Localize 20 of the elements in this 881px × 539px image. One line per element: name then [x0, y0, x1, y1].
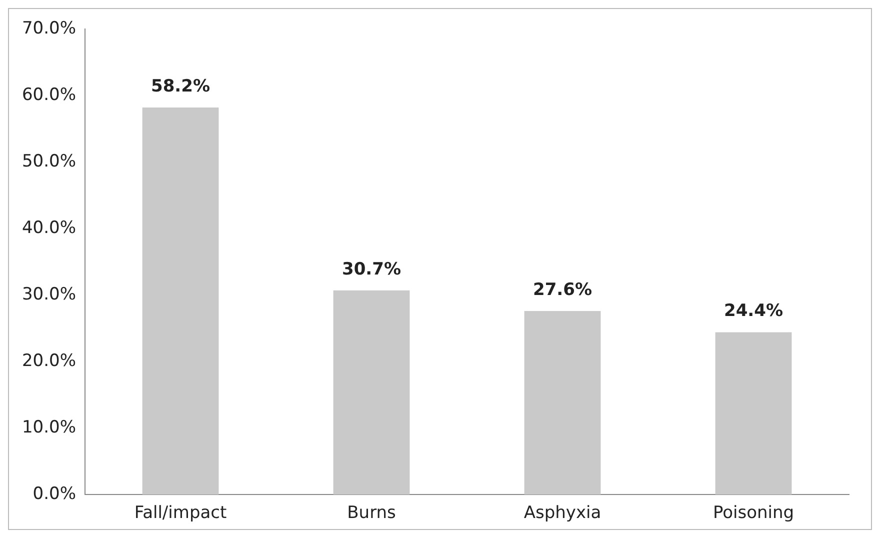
bar	[333, 290, 410, 495]
x-tick-label: Poisoning	[712, 503, 794, 524]
y-tick-label: 50.0%	[22, 151, 76, 172]
x-tick-label: Burns	[347, 503, 396, 524]
y-tick-label: 20.0%	[22, 350, 76, 371]
bar	[524, 311, 601, 495]
data-label: 27.6%	[533, 280, 592, 300]
x-tick-label: Asphyxia	[524, 503, 602, 524]
y-tick-label: 10.0%	[22, 418, 76, 438]
bar	[142, 107, 219, 495]
y-tick-label: 40.0%	[22, 218, 76, 238]
x-tick-label: Fall/impact	[134, 503, 227, 524]
data-label: 58.2%	[151, 76, 210, 96]
y-tick-label: 70.0%	[22, 18, 76, 38]
y-tick-label: 30.0%	[22, 284, 76, 304]
y-tick-label: 0.0%	[32, 484, 76, 504]
y-tick-label: 60.0%	[22, 84, 76, 105]
data-label: 24.4%	[724, 301, 783, 322]
bar	[715, 332, 792, 495]
data-label: 30.7%	[342, 259, 401, 280]
